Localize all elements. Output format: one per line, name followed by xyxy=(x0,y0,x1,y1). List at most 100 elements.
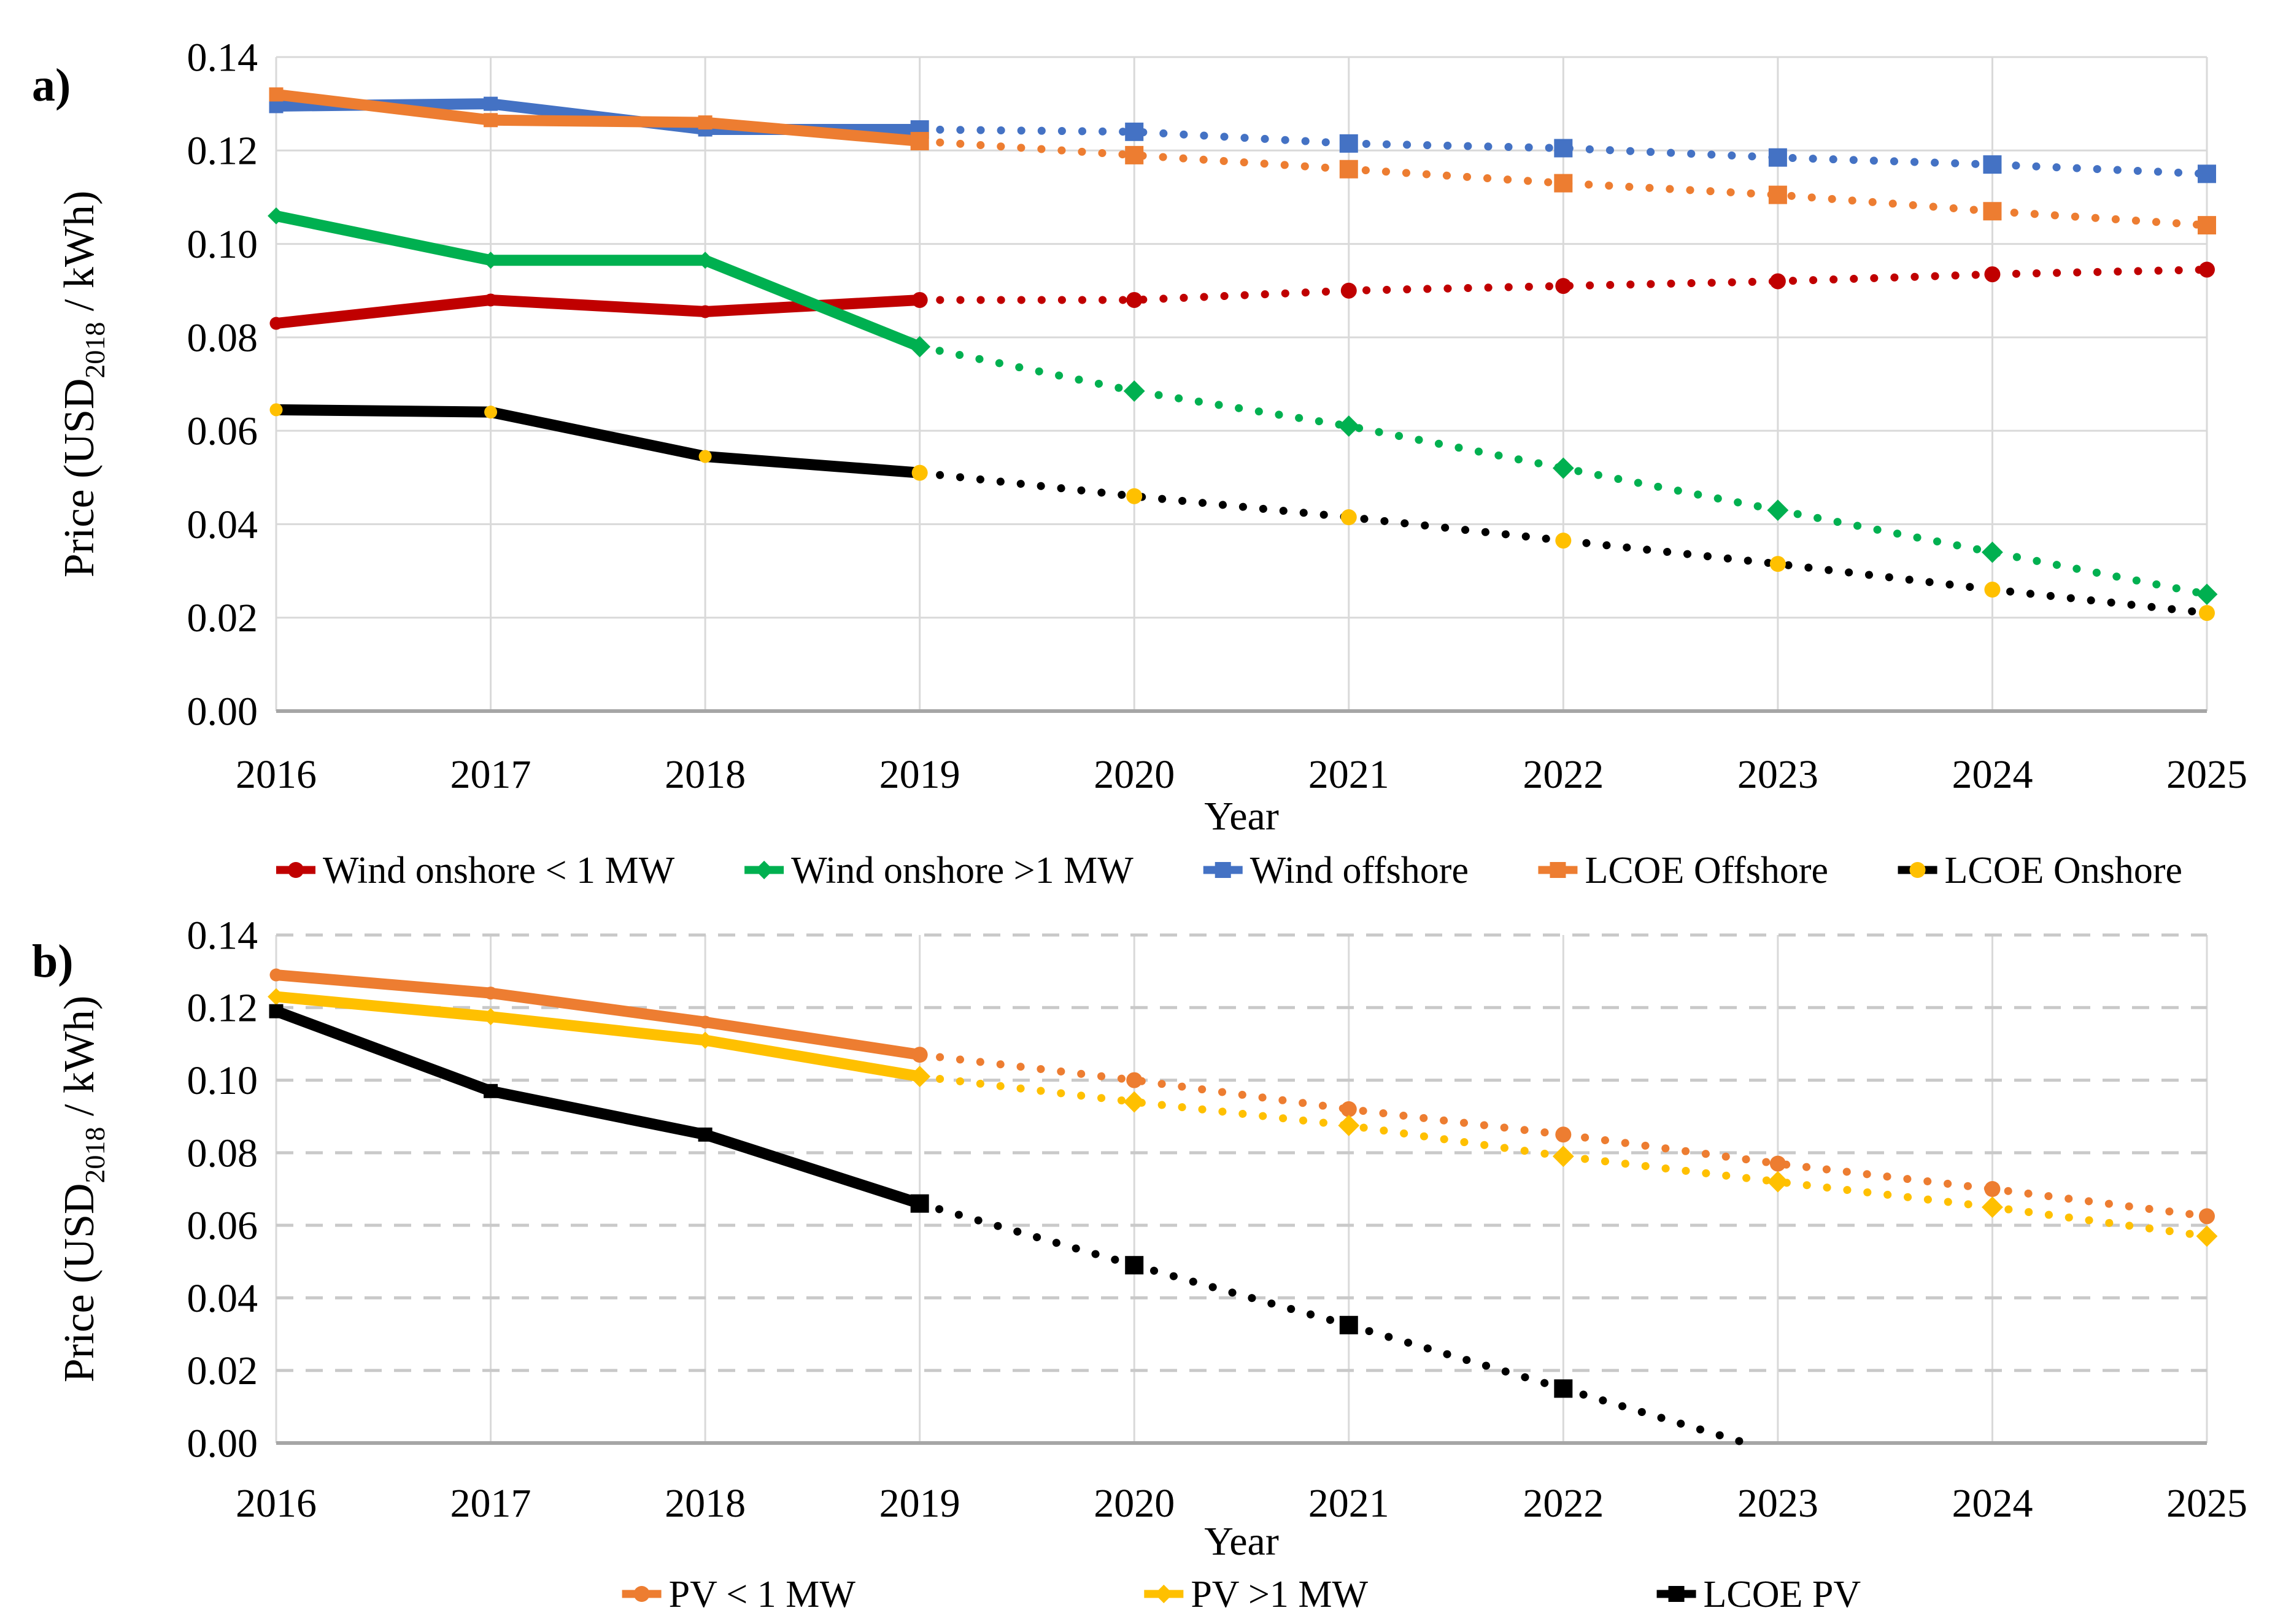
data-point-marker xyxy=(1125,122,1144,141)
legend-marker xyxy=(1668,1586,1685,1602)
data-point-marker xyxy=(2196,583,2218,606)
y-axis-tick-label: 0.12 xyxy=(187,129,258,174)
data-point-marker xyxy=(1125,145,1144,164)
y-axis-title: Price (USD2018 / kWh) xyxy=(56,996,110,1383)
data-point-marker xyxy=(1554,174,1573,193)
x-axis-tick-label: 2021 xyxy=(1308,1481,1389,1526)
data-point-marker xyxy=(1554,1379,1573,1398)
data-point-marker xyxy=(1983,155,2002,174)
legend-label: Wind onshore < 1 MW xyxy=(323,850,675,891)
data-point-marker xyxy=(1123,1091,1145,1113)
data-point-marker xyxy=(698,1015,712,1029)
data-point-marker xyxy=(1767,1171,1789,1193)
data-point-marker xyxy=(698,305,712,318)
legend-item: LCOE PV xyxy=(1656,1574,1861,1615)
panel-b-chart: 0.14 0.12 0.10 0.08 0.06 0.04 0.02 0.00 2016 2017… xyxy=(56,913,2247,1615)
x-axis-tick-label: 2016 xyxy=(236,1481,317,1526)
data-point-marker xyxy=(1984,1181,2001,1197)
y-axis-tick-label: 0.10 xyxy=(187,1058,258,1103)
legend-marker xyxy=(755,860,774,880)
series-lcoe-onshore xyxy=(269,403,2215,622)
data-point-marker xyxy=(1768,148,1787,167)
data-point-marker xyxy=(269,99,284,114)
y-axis-tick-label: 0.04 xyxy=(187,1276,258,1321)
legend-marker xyxy=(1215,862,1231,878)
y-axis-tick-label: 0.14 xyxy=(187,913,258,958)
series-line-solid xyxy=(271,210,925,353)
legend-item: Wind offshore xyxy=(1203,850,1469,891)
series-lcoe-pv xyxy=(269,1004,1750,1447)
data-point-marker xyxy=(1340,1101,1357,1117)
legend-item: Wind onshore < 1 MW xyxy=(276,850,675,891)
series-line-dotted xyxy=(916,1199,1750,1447)
legend-marker xyxy=(1154,1584,1173,1604)
legend-item: PV >1 MW xyxy=(1144,1574,1369,1615)
x-axis-tick-label: 2023 xyxy=(1737,752,1818,797)
data-point-marker xyxy=(1126,488,1143,504)
data-point-marker xyxy=(2199,261,2215,278)
series-pv-1-mw xyxy=(268,988,2218,1247)
data-point-marker xyxy=(269,1004,284,1018)
x-axis-tick-label: 2019 xyxy=(879,752,960,797)
data-point-marker xyxy=(1338,1115,1360,1136)
data-point-marker xyxy=(1552,1145,1574,1168)
y-axis-tick-label: 0.00 xyxy=(187,1421,258,1466)
data-point-marker xyxy=(269,317,283,330)
y-axis-tick-label: 0.02 xyxy=(187,596,258,641)
data-point-marker xyxy=(1555,278,1572,294)
data-point-marker xyxy=(2199,1208,2215,1225)
data-point-marker xyxy=(1984,266,2001,283)
y-axis-tick-label: 0.02 xyxy=(187,1349,258,1393)
series-line-solid xyxy=(271,991,925,1082)
data-point-marker xyxy=(1769,1155,1786,1172)
data-point-marker xyxy=(909,336,931,358)
data-point-marker xyxy=(269,403,283,417)
data-point-marker xyxy=(698,1127,713,1142)
data-point-marker xyxy=(1768,185,1787,204)
data-point-marker xyxy=(1123,380,1145,402)
data-point-marker xyxy=(910,132,929,151)
data-point-marker xyxy=(484,113,498,128)
panel-b-label: b) xyxy=(32,936,74,987)
y-axis-tick-label: 0.10 xyxy=(187,222,258,267)
x-axis-tick-label: 2024 xyxy=(1952,1481,2033,1526)
panel-a-label: a) xyxy=(32,60,71,111)
panel-a-chart: 0.14 0.12 0.10 0.08 0.06 0.04 0.02 0.00 2016 2017… xyxy=(56,35,2247,891)
series-line-solid xyxy=(271,969,925,1061)
data-point-marker xyxy=(1552,457,1574,479)
x-axis-tick-label: 2021 xyxy=(1308,752,1389,797)
series-pv-1-mw xyxy=(269,968,2215,1225)
y-axis-tick-label: 0.06 xyxy=(187,1204,258,1249)
x-axis-tick-label: 2022 xyxy=(1523,1481,1604,1526)
x-axis-tick-label: 2024 xyxy=(1952,752,2033,797)
data-point-marker xyxy=(269,968,283,982)
data-point-marker xyxy=(1125,1256,1144,1275)
y-axis-tick-label: 0.06 xyxy=(187,409,258,454)
x-axis-tick-label: 2016 xyxy=(236,752,317,797)
x-axis-title: Year xyxy=(1204,1519,1279,1564)
y-axis-tick-label: 0.08 xyxy=(187,315,258,360)
data-point-marker xyxy=(698,450,712,463)
legend-label: Wind offshore xyxy=(1250,850,1469,891)
x-axis-tick-label: 2022 xyxy=(1523,752,1604,797)
data-point-marker xyxy=(1340,509,1357,526)
x-axis-tick-label: 2020 xyxy=(1094,1481,1175,1526)
data-point-marker xyxy=(484,293,498,307)
series-wind-onshore-1-mw xyxy=(269,261,2215,330)
legend-item: PV < 1 MW xyxy=(622,1574,856,1615)
x-axis-tick-label: 2020 xyxy=(1094,752,1175,797)
y-axis-tick-label: 0.12 xyxy=(187,986,258,1031)
x-axis-tick-label: 2025 xyxy=(2166,752,2247,797)
x-axis-tick-label: 2023 xyxy=(1737,1481,1818,1526)
y-axis-tick-label: 0.08 xyxy=(187,1131,258,1176)
y-axis-title: Price (USD2018 / kWh) xyxy=(56,191,110,578)
data-point-marker xyxy=(484,987,498,1000)
legend-marker xyxy=(633,1586,650,1602)
series-wind-onshore-1-mw xyxy=(268,207,2218,606)
legend-label: PV >1 MW xyxy=(1191,1574,1368,1615)
data-point-marker xyxy=(1339,134,1358,153)
data-point-marker xyxy=(2198,216,2216,235)
data-point-marker xyxy=(1126,1072,1143,1088)
data-point-marker xyxy=(484,1083,498,1098)
x-axis-tick-label: 2019 xyxy=(879,1481,960,1526)
